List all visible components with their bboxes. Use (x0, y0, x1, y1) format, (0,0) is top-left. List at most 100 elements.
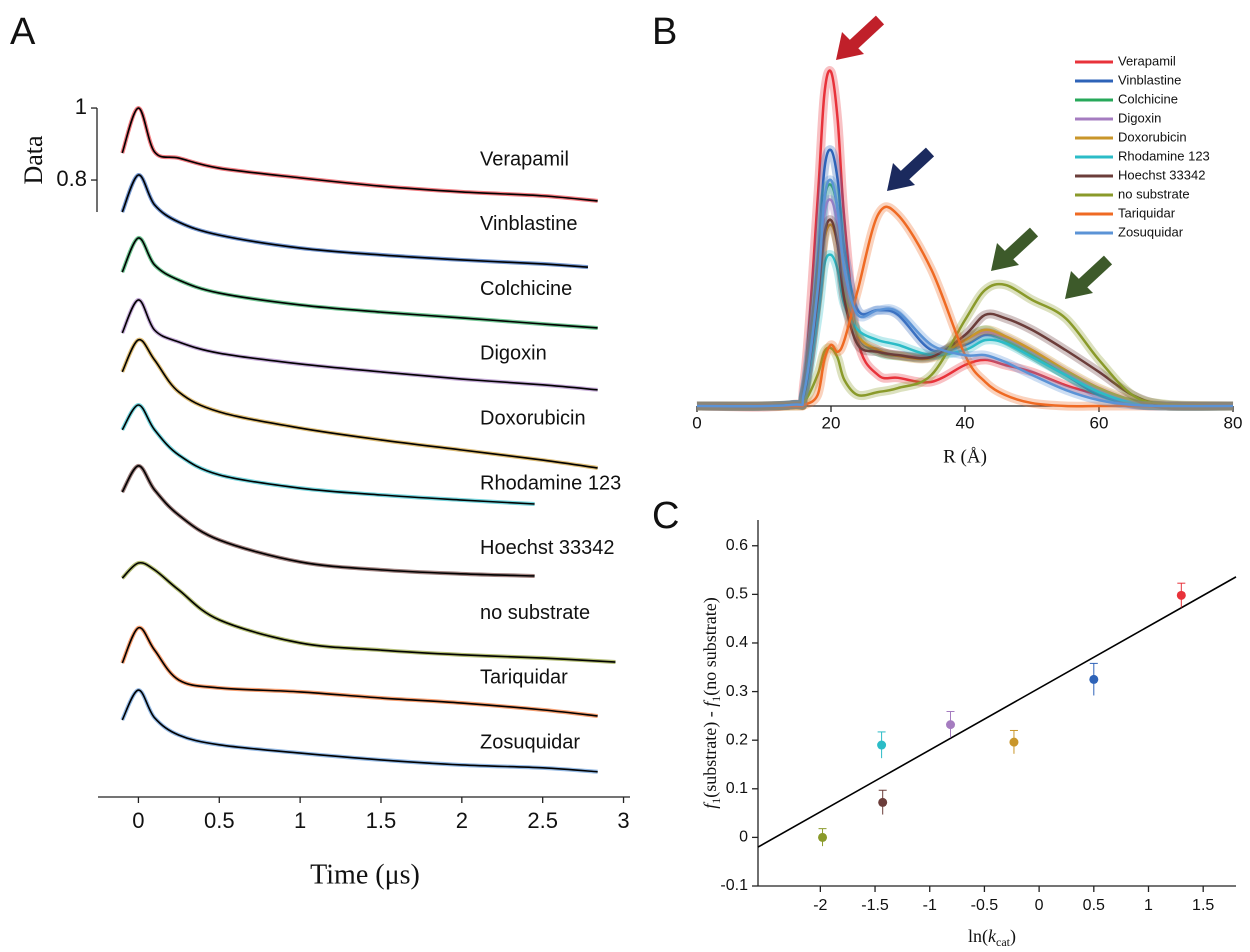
trace-fit (121, 338, 598, 469)
trace-label: Hoechst 33342 (480, 537, 615, 559)
trace-fit (121, 299, 598, 391)
legend-label: Verapamil (1118, 53, 1176, 68)
fit-line (757, 576, 1237, 848)
trace-label: Verapamil (480, 148, 569, 170)
point (1009, 737, 1019, 747)
y-tick-label: 0.2 (726, 731, 748, 748)
arrow (1076, 255, 1113, 290)
label-part: 1 (709, 798, 723, 804)
legend-label: Digoxin (1118, 110, 1161, 125)
x-axis-label: ln(kcat) (968, 926, 1016, 949)
x-tick-label: 2 (456, 808, 468, 833)
y-axis-label: f1(substrate) - f1(no substrate) (700, 597, 723, 808)
x-tick-label: 0 (1035, 897, 1044, 914)
legend-label: Tariquidar (1118, 205, 1176, 220)
x-tick-label: 3 (617, 808, 629, 833)
panel-letter: C (652, 495, 679, 537)
x-tick-label: 0 (692, 413, 701, 432)
y-tick-label: -0.1 (720, 877, 748, 894)
distribution-line (696, 178, 1234, 408)
legend-label: no substrate (1118, 186, 1190, 201)
distribution-line (696, 69, 1234, 409)
label-part: f (700, 801, 720, 809)
distribution-line (696, 282, 1234, 408)
x-tick-label: -1 (923, 897, 937, 914)
y-tick-label: 0.8 (56, 166, 87, 191)
point (878, 797, 888, 807)
legend-label: Hoechst 33342 (1118, 167, 1205, 182)
x-tick-label: 1 (1144, 897, 1153, 914)
trace-fit (121, 107, 598, 202)
trace-fit (121, 561, 616, 663)
trace-fit (121, 404, 535, 505)
trace-label: Colchicine (480, 278, 572, 300)
trace-label: Rhodamine 123 (480, 472, 621, 494)
trace-label: no substrate (480, 602, 590, 624)
arrow-head (887, 163, 915, 191)
legend-label: Doxorubicin (1118, 129, 1187, 144)
trace-label: Doxorubicin (480, 407, 586, 429)
label-part: k (988, 926, 997, 946)
x-tick-label: 1.5 (1192, 897, 1214, 914)
trace-label: Vinblastine (480, 213, 577, 235)
distribution-line (696, 148, 1234, 408)
arrow-head (836, 32, 864, 60)
label-part: ) (1010, 926, 1016, 947)
trace-fit (121, 465, 535, 577)
y-axis-label: Data (19, 135, 48, 185)
arrow (898, 147, 935, 182)
point (1089, 674, 1099, 684)
label-part: (no substrate) (700, 597, 721, 695)
trace-fit (121, 627, 598, 717)
trace-fit (121, 237, 598, 329)
trace-label: Zosuquidar (480, 731, 580, 753)
legend-label: Zosuquidar (1118, 224, 1184, 239)
x-tick-label: -0.5 (971, 897, 999, 914)
arrows (836, 15, 1113, 299)
panel-letter: A (10, 11, 36, 53)
trace-label: Digoxin (480, 343, 547, 365)
x-tick-label: 2.5 (527, 808, 558, 833)
point (946, 720, 956, 730)
point (1176, 590, 1186, 600)
x-tick-label: 80 (1224, 413, 1243, 432)
x-tick-label: 0.5 (204, 808, 235, 833)
trace-data (120, 403, 535, 506)
x-tick-label: 0.5 (1083, 897, 1105, 914)
panel-letter: B (652, 11, 677, 53)
arrow-head (991, 243, 1019, 271)
y-tick-label: 1 (75, 94, 87, 119)
label-part: 1 (709, 696, 723, 702)
point (877, 740, 887, 750)
arrow-head (1065, 271, 1093, 299)
x-tick-label: 1.5 (366, 808, 397, 833)
x-tick-label: -1.5 (861, 897, 889, 914)
x-tick-label: -2 (813, 897, 827, 914)
x-axis-label: R (Å) (943, 446, 987, 467)
x-tick-label: 1 (294, 808, 306, 833)
trace-data (120, 463, 535, 578)
legend-label: Colchicine (1118, 91, 1178, 106)
x-axis-label: Time (μs) (310, 859, 420, 890)
arrow (1002, 227, 1039, 262)
legend-label: Vinblastine (1118, 72, 1181, 87)
y-tick-label: 0.4 (726, 634, 748, 651)
y-tick-label: 0 (739, 829, 748, 846)
y-tick-label: 0.3 (726, 683, 748, 700)
y-tick-label: 0.1 (726, 780, 748, 797)
trace-fit (121, 689, 598, 773)
y-tick-label: 0.6 (726, 537, 748, 554)
arrow (847, 15, 885, 51)
distribution-line (696, 205, 1233, 408)
distribution-line (696, 253, 1234, 408)
x-tick-label: 60 (1090, 413, 1109, 432)
label-part: (substrate) - (700, 707, 721, 798)
trace-label: Tariquidar (480, 667, 568, 689)
y-tick-label: 0.5 (726, 586, 748, 603)
label-part: ln( (968, 926, 988, 947)
label-part: f (700, 699, 720, 707)
x-tick-label: 40 (956, 413, 975, 432)
label-part: cat (996, 935, 1011, 949)
trace-fit (121, 174, 589, 268)
